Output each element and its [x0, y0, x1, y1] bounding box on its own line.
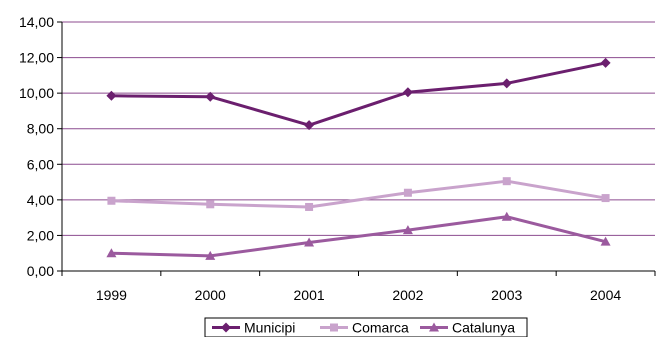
- data-point-comarca: [502, 177, 511, 186]
- y-tick-label: 0,00: [27, 263, 54, 279]
- data-point-catalunya: [106, 248, 117, 258]
- data-point-comarca: [206, 200, 215, 209]
- data-point-municipi: [600, 57, 611, 68]
- y-tick-label: 14,00: [19, 14, 54, 30]
- axis-layer: 0,00 2,00 4,00 6,00 8,00 10,00 12,00 14,00 1999 2…: [19, 14, 656, 303]
- x-tick-label: 2003: [491, 287, 522, 303]
- series-layer: [106, 57, 611, 260]
- data-point-catalunya: [402, 225, 413, 235]
- series-line-municipi: [111, 61, 606, 127]
- y-tick-label: 4,00: [27, 192, 54, 208]
- data-point-municipi: [205, 91, 216, 102]
- data-point-comarca: [601, 194, 610, 203]
- y-tick-label: 8,00: [27, 121, 54, 137]
- series-comarca: [107, 177, 610, 211]
- x-tick-label: 2000: [195, 287, 226, 303]
- legend-marker-comarca: [330, 323, 338, 332]
- legend: Municipi Comarca Catalunya: [204, 317, 528, 338]
- y-tick-label: 6,00: [27, 156, 54, 172]
- series-catalunya: [106, 211, 611, 260]
- legend-marker-municipi: [221, 322, 231, 333]
- data-point-catalunya: [600, 236, 611, 246]
- data-point-municipi: [402, 87, 413, 98]
- y-tick-label: 2,00: [27, 227, 54, 243]
- data-point-catalunya: [205, 250, 216, 260]
- legend-marker-catalunya: [429, 322, 439, 332]
- x-tick-label: 2004: [590, 287, 621, 303]
- series-municipi: [106, 57, 611, 131]
- legend-label-comarca: Comarca: [352, 320, 409, 336]
- series-line-comarca: [111, 179, 606, 209]
- data-point-comarca: [305, 202, 314, 211]
- data-point-municipi: [501, 78, 512, 89]
- data-point-comarca: [403, 188, 412, 197]
- data-point-municipi: [106, 90, 117, 101]
- x-tick-label: 2002: [392, 287, 423, 303]
- x-tick-label: 2001: [294, 287, 325, 303]
- series-line-catalunya: [111, 215, 606, 258]
- data-point-catalunya: [304, 237, 315, 247]
- x-tick-label: 1999: [96, 287, 127, 303]
- grid-layer: [62, 21, 655, 236]
- y-tick-label: 10,00: [19, 85, 54, 101]
- data-point-comarca: [107, 196, 116, 205]
- data-point-catalunya: [501, 211, 512, 221]
- data-point-municipi: [304, 120, 315, 131]
- legend-label-catalunya: Catalunya: [452, 320, 515, 336]
- y-tick-label: 12,00: [19, 50, 54, 66]
- legend-label-municipi: Municipi: [244, 320, 295, 336]
